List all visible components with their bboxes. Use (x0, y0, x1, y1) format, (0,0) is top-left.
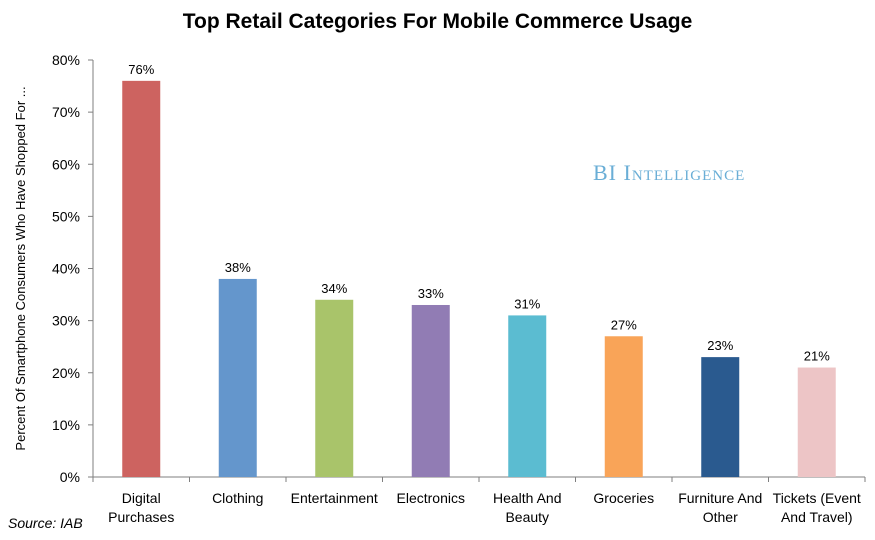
y-tick-label: 50% (52, 208, 80, 224)
y-tick-label: 80% (52, 52, 80, 68)
x-category-label-line: And Travel) (781, 509, 853, 525)
bar (218, 278, 257, 477)
x-category-label: Health And Beauty (493, 490, 562, 525)
x-category-label-line: Entertainment (291, 490, 378, 506)
x-category-label: Digital Purchases (108, 490, 174, 525)
y-tick-label: 20% (52, 365, 80, 381)
data-label: 76% (128, 62, 154, 77)
bar (797, 367, 836, 477)
bar (122, 80, 161, 477)
bar (411, 304, 450, 477)
x-category-label: Tickets (Event And Travel) (773, 490, 861, 525)
y-tick-label: 70% (52, 104, 80, 120)
source-note: Source: IAB (8, 515, 83, 531)
x-category-label-line: Purchases (108, 509, 174, 525)
x-category-label-line: Furniture And (678, 490, 762, 506)
x-category-label: Clothing (212, 490, 263, 506)
y-tick-label: 30% (52, 313, 80, 329)
x-category-label-line: Electronics (397, 490, 465, 506)
watermark-word: Intelligence (623, 160, 746, 185)
data-label: 33% (418, 286, 444, 301)
x-category-label: Groceries (593, 490, 654, 506)
x-category-label-line: Clothing (212, 490, 263, 506)
x-category-label-line: Digital (122, 490, 161, 506)
x-category-label: Electronics (397, 490, 465, 506)
y-tick-label: 10% (52, 417, 80, 433)
chart-title: Top Retail Categories For Mobile Commerc… (182, 10, 693, 33)
bi-intelligence-watermark: BI Intelligence (593, 160, 745, 186)
data-label: 23% (707, 338, 733, 353)
watermark-prefix: BI (593, 160, 624, 185)
bar (701, 357, 740, 477)
data-label: 34% (321, 281, 347, 296)
x-category-label: Furniture And Other (678, 490, 762, 525)
data-label: 38% (225, 260, 251, 275)
x-category-label-line: Tickets (Event (773, 490, 861, 506)
bar (508, 315, 547, 477)
x-category-label-line: Groceries (593, 490, 654, 506)
data-label: 21% (804, 349, 830, 364)
y-tick-label: 40% (52, 261, 80, 277)
x-category-label-line: Other (703, 509, 738, 525)
x-category-label: Entertainment (291, 490, 378, 506)
y-tick-label: 0% (60, 469, 80, 485)
y-tick-label: 60% (52, 156, 80, 172)
data-label: 31% (514, 296, 540, 311)
x-category-label-line: Beauty (505, 509, 549, 525)
data-label: 27% (611, 317, 637, 332)
bar (604, 336, 643, 477)
y-axis-title: Percent Of Smartphone Consumers Who Have… (13, 86, 28, 450)
bar (315, 299, 354, 477)
x-category-label-line: Health And (493, 490, 562, 506)
